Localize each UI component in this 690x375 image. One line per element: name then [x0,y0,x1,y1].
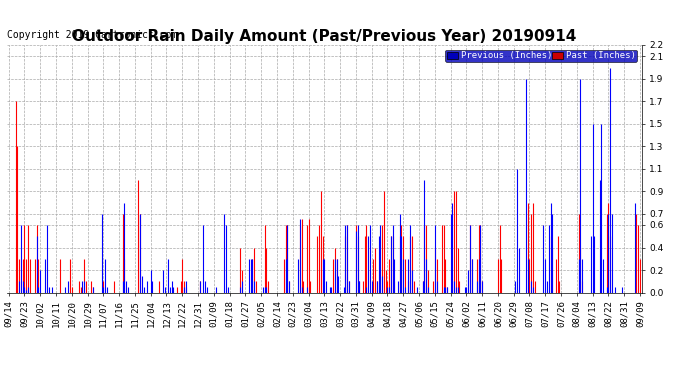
Text: Copyright 2019 Cartronics.com: Copyright 2019 Cartronics.com [7,30,177,40]
Title: Outdoor Rain Daily Amount (Past/Previous Year) 20190914: Outdoor Rain Daily Amount (Past/Previous… [72,29,576,44]
Legend: Previous (Inches), Past (Inches): Previous (Inches), Past (Inches) [445,50,637,62]
